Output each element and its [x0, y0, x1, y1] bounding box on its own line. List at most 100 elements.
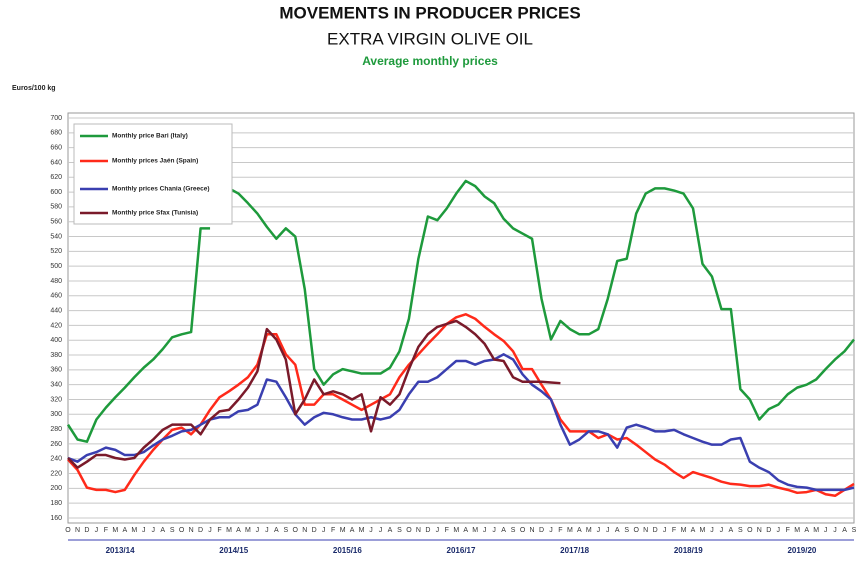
y-tick-label: 400	[50, 337, 62, 344]
y-axis-label: Euros/100 kg	[12, 85, 56, 92]
x-tick-label: A	[501, 527, 506, 534]
year-label: 2018/19	[674, 546, 703, 555]
x-tick-label: F	[558, 527, 562, 534]
y-tick-label: 700	[50, 115, 62, 122]
x-tick-label: M	[245, 527, 251, 534]
x-tick-label: S	[738, 527, 743, 534]
x-tick-label: O	[520, 527, 526, 534]
x-tick-label: J	[606, 527, 610, 534]
x-tick-label: J	[369, 527, 373, 534]
y-tick-label: 660	[50, 144, 62, 151]
x-tick-label: O	[179, 527, 185, 534]
x-tick-label: A	[274, 527, 279, 534]
y-tick-label: 240	[50, 456, 62, 463]
x-tick-label: M	[226, 527, 232, 534]
y-tick-label: 260	[50, 441, 62, 448]
x-tick-label: D	[539, 527, 544, 534]
chart-subtitle2: Average monthly prices	[362, 54, 498, 68]
year-label: 2014/15	[219, 546, 248, 555]
x-tick-label: D	[653, 527, 658, 534]
y-tick-label: 640	[50, 159, 62, 166]
x-tick-label: N	[75, 527, 80, 534]
x-tick-label: J	[322, 527, 326, 534]
y-tick-label: 320	[50, 396, 62, 403]
y-tick-label: 160	[50, 515, 62, 522]
x-tick-label: O	[747, 527, 753, 534]
x-tick-label: J	[142, 527, 146, 534]
y-tick-label: 420	[50, 322, 62, 329]
y-tick-label: 280	[50, 426, 62, 433]
series-line	[66, 227, 211, 443]
legend-label: Monthly price Sfax (Tunisia)	[112, 210, 198, 217]
x-tick-label: J	[379, 527, 383, 534]
x-tick-label: J	[483, 527, 487, 534]
x-tick-label: A	[804, 527, 809, 534]
x-tick-label: D	[425, 527, 430, 534]
x-tick-label: J	[436, 527, 440, 534]
series-line	[67, 353, 855, 492]
y-tick-label: 180	[50, 500, 62, 507]
y-tick-label: 520	[50, 248, 62, 255]
x-tick-label: A	[160, 527, 165, 534]
x-tick-label: M	[586, 527, 592, 534]
x-tick-label: J	[265, 527, 269, 534]
year-label: 2017/18	[560, 546, 589, 555]
x-tick-label: A	[388, 527, 393, 534]
x-tick-label: J	[597, 527, 601, 534]
x-tick-label: M	[112, 527, 118, 534]
x-tick-label: O	[406, 527, 412, 534]
x-tick-label: J	[663, 527, 667, 534]
y-tick-label: 540	[50, 233, 62, 240]
x-tick-label: F	[104, 527, 108, 534]
x-tick-label: M	[472, 527, 478, 534]
x-tick-label: M	[700, 527, 706, 534]
x-tick-label: A	[615, 527, 620, 534]
x-tick-label: M	[681, 527, 687, 534]
x-tick-label: J	[549, 527, 553, 534]
year-label: 2019/20	[787, 546, 816, 555]
x-tick-label: J	[95, 527, 99, 534]
x-tick-label: J	[824, 527, 828, 534]
legend-box	[73, 123, 233, 225]
y-tick-label: 200	[50, 485, 62, 492]
x-tick-label: N	[189, 527, 194, 534]
x-tick-label: N	[757, 527, 762, 534]
x-tick-label: J	[151, 527, 155, 534]
x-tick-label: A	[236, 527, 241, 534]
x-tick-label: M	[359, 527, 365, 534]
x-tick-label: D	[766, 527, 771, 534]
x-tick-label: O	[633, 527, 639, 534]
x-tick-label: N	[302, 527, 307, 534]
y-tick-label: 300	[50, 411, 62, 418]
x-tick-label: D	[84, 527, 89, 534]
y-tick-label: 620	[50, 174, 62, 181]
x-tick-label: F	[786, 527, 790, 534]
x-tick-label: A	[842, 527, 847, 534]
x-tick-label: N	[529, 527, 534, 534]
y-tick-label: 560	[50, 219, 62, 226]
x-tick-label: A	[577, 527, 582, 534]
y-tick-label: 460	[50, 293, 62, 300]
x-tick-label: O	[65, 527, 71, 534]
legend-label: Monthly prices Chania (Greece)	[112, 186, 210, 193]
y-tick-label: 680	[50, 130, 62, 137]
legend-label: Monthly price Bari (Italy)	[112, 133, 188, 140]
chart-subtitle: EXTRA VIRGIN OLIVE OIL	[327, 29, 533, 48]
x-tick-label: S	[624, 527, 629, 534]
x-tick-label: M	[567, 527, 573, 534]
x-tick-label: F	[445, 527, 449, 534]
x-tick-label: N	[416, 527, 421, 534]
y-tick-label: 580	[50, 204, 62, 211]
x-tick-label: M	[794, 527, 800, 534]
x-tick-label: M	[453, 527, 459, 534]
x-tick-label: S	[170, 527, 175, 534]
x-tick-label: S	[283, 527, 288, 534]
x-tick-label: F	[331, 527, 335, 534]
x-tick-label: A	[691, 527, 696, 534]
y-tick-label: 340	[50, 382, 62, 389]
year-label: 2016/17	[447, 546, 476, 555]
y-tick-label: 600	[50, 189, 62, 196]
x-tick-label: J	[208, 527, 212, 534]
x-tick-label: D	[198, 527, 203, 534]
